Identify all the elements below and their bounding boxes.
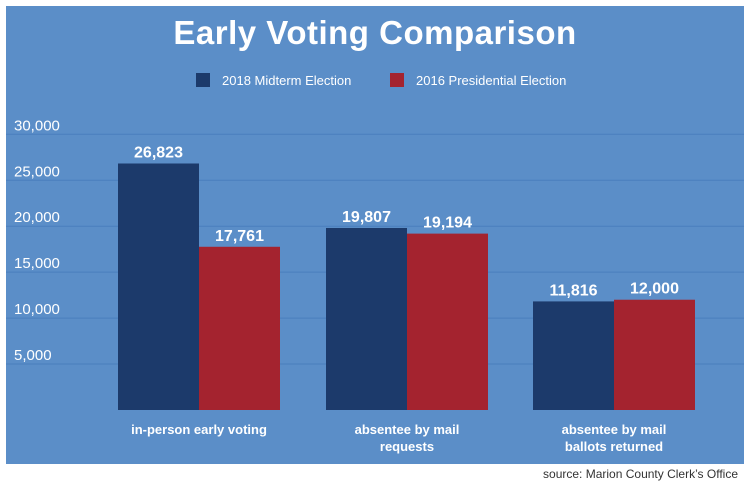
bar-value-label: 11,816: [549, 282, 597, 299]
legend: 2018 Midterm Election 2016 Presidential …: [0, 70, 750, 90]
y-tick-label: 5,000: [14, 347, 52, 364]
bar-value-label: 26,823: [134, 144, 183, 161]
legend-item-presidential: 2016 Presidential Election: [390, 70, 566, 90]
y-tick-label: 20,000: [14, 209, 60, 226]
bar: [199, 246, 280, 410]
bar: [614, 299, 695, 410]
legend-label-presidential: 2016 Presidential Election: [416, 72, 567, 88]
bar-value-label: 12,000: [630, 281, 679, 298]
x-category-label-line: in-person early voting: [131, 422, 267, 437]
y-tick-label: 30,000: [14, 117, 60, 134]
legend-swatch-presidential: [390, 73, 404, 87]
bar-value-label: 17,761: [215, 228, 264, 245]
y-tick-label: 15,000: [14, 255, 60, 272]
x-category-label-line: absentee by mail: [354, 422, 460, 437]
legend-label-midterm: 2018 Midterm Election: [222, 72, 352, 88]
y-tick-label: 25,000: [14, 163, 60, 180]
source-note: source: Marion County Clerk’s Office: [543, 467, 738, 481]
x-category-label: absentee by mail ballots returned: [504, 421, 724, 455]
chart-title: Early Voting Comparison: [173, 14, 577, 51]
plot-area: 5,000 10,000 15,000 20,000 25,000 30,000 26,82…: [6, 116, 744, 412]
x-category-label: in-person early voting: [89, 421, 309, 438]
bar-chart: 5,000 10,000 15,000 20,000 25,000 30,000 26,82…: [6, 117, 744, 410]
legend-swatch-midterm: [196, 73, 210, 87]
legend-item-midterm: 2018 Midterm Election: [196, 70, 351, 90]
x-category-label-line: ballots returned: [564, 439, 664, 454]
x-category-label-line: requests: [379, 439, 435, 454]
bar: [118, 163, 199, 410]
bar-value-label: 19,194: [423, 215, 472, 232]
bar: [326, 227, 407, 410]
bar-value-label: 19,807: [342, 209, 391, 226]
x-category-label: absentee by mail requests: [297, 421, 517, 455]
bar: [407, 233, 488, 410]
x-category-label-line: absentee by mail: [561, 422, 667, 437]
bar: [533, 301, 614, 410]
y-tick-label: 10,000: [14, 301, 60, 318]
